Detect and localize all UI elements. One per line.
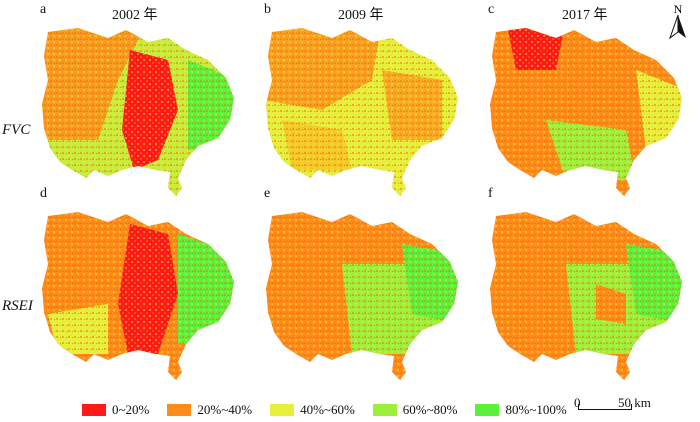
- legend-swatch: [167, 404, 192, 416]
- scale-line: [578, 409, 632, 410]
- legend: 0~20% 20%~40% 40%~60% 60%~80% 80%~100%: [82, 402, 585, 418]
- legend-item: 20%~40%: [167, 402, 252, 418]
- legend-label: 20%~40%: [197, 402, 253, 417]
- year-title-2002: 2002 年: [112, 8, 158, 23]
- scale-start: 0: [574, 395, 581, 410]
- legend-label: 0~20%: [112, 402, 150, 417]
- legend-swatch: [372, 404, 397, 416]
- scale-end: 50 km: [618, 395, 651, 410]
- north-arrow-icon: N: [668, 2, 686, 40]
- legend-item: 40%~60%: [270, 402, 355, 418]
- north-label: N: [674, 2, 683, 16]
- legend-item: 0~20%: [82, 402, 149, 418]
- year-title-2017: 2017 年: [562, 8, 608, 23]
- panel-letter-e: e: [264, 186, 271, 201]
- panel-letter-c: c: [488, 2, 495, 17]
- map-panel-f: [490, 212, 682, 380]
- scale-tick-left: [578, 404, 579, 410]
- panel-letter-a: a: [40, 2, 47, 17]
- panel-letter-d: d: [40, 186, 47, 201]
- scale-tick-right: [631, 404, 632, 410]
- map-panel-e: [266, 212, 458, 380]
- map-panel-c: [490, 28, 682, 196]
- panel-letter-b: b: [264, 2, 271, 17]
- legend-label: 60%~80%: [402, 402, 458, 417]
- map-panel-a: [42, 28, 234, 196]
- legend-label: 40%~60%: [300, 402, 355, 417]
- scale-bar: 0 50 km: [574, 395, 660, 415]
- legend-label: 80%~100%: [505, 402, 567, 417]
- legend-item: 60%~80%: [372, 402, 458, 418]
- map-panel-b: [266, 28, 458, 196]
- panel-letter-f: f: [488, 186, 493, 201]
- legend-swatch: [270, 404, 295, 416]
- row-label-rsei: RSEI: [2, 298, 33, 314]
- legend-swatch: [475, 404, 500, 416]
- legend-swatch: [82, 404, 106, 416]
- map-panel-d: [42, 212, 234, 380]
- legend-item: 80%~100%: [475, 402, 567, 418]
- year-title-2009: 2009 年: [338, 8, 384, 23]
- row-label-fvc: FVC: [2, 122, 31, 138]
